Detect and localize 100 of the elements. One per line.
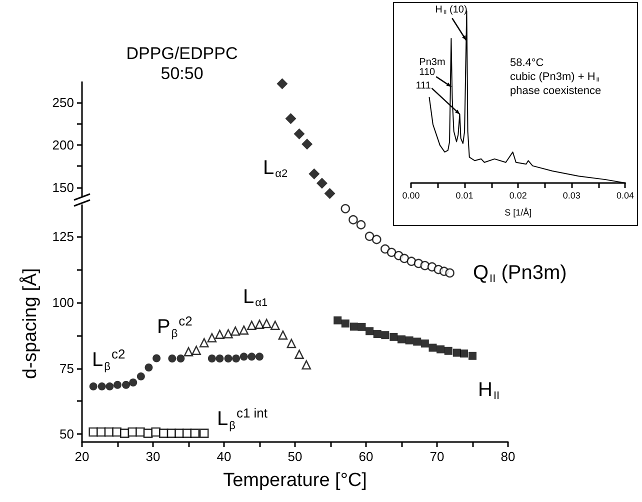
x-tick-label: 30 <box>146 449 160 464</box>
point <box>340 204 350 214</box>
point <box>390 332 398 341</box>
point <box>207 333 217 342</box>
point <box>89 382 98 390</box>
point <box>224 329 233 338</box>
y-tick-label: 75 <box>60 360 74 376</box>
point <box>341 320 350 328</box>
x-axis-title: S [1/Å] <box>504 208 532 218</box>
point <box>224 354 232 363</box>
point <box>114 380 122 389</box>
point <box>286 338 296 348</box>
point <box>152 354 161 362</box>
point <box>302 138 313 150</box>
point <box>294 128 305 140</box>
point <box>302 360 312 370</box>
x-tick-label: 40 <box>216 449 232 464</box>
y-tick-label: 250 <box>52 94 74 110</box>
y-axis-title: d-spacing [Å] <box>19 268 41 379</box>
y-tick-label: 100 <box>52 294 74 310</box>
point <box>358 322 366 331</box>
point <box>262 318 272 328</box>
point <box>136 372 145 380</box>
point <box>308 168 320 180</box>
point <box>232 354 240 363</box>
point <box>436 345 445 354</box>
x-tick-label: 60 <box>358 449 374 464</box>
x-tick-label: 0.00 <box>402 190 420 200</box>
point <box>199 338 209 348</box>
point <box>405 336 414 344</box>
point <box>364 232 374 241</box>
x-tick-label: 20 <box>74 449 90 464</box>
annotation: 111 <box>416 80 432 92</box>
point <box>208 354 216 363</box>
x-axis-title: Temperature [°C] <box>223 470 367 491</box>
point <box>129 378 138 386</box>
point <box>460 350 468 358</box>
point <box>373 330 382 338</box>
point <box>168 354 176 363</box>
point <box>285 113 296 124</box>
point <box>230 326 240 336</box>
annotation: phase coexistence <box>510 85 602 97</box>
point <box>98 382 106 390</box>
x-tick-label: 0.04 <box>616 190 634 200</box>
point <box>276 78 288 90</box>
point <box>184 347 194 356</box>
point <box>256 352 264 361</box>
point <box>381 331 390 340</box>
point <box>120 428 130 438</box>
point <box>248 352 256 361</box>
point <box>413 338 422 346</box>
point <box>190 428 200 438</box>
point <box>294 350 304 359</box>
point <box>270 320 280 330</box>
point <box>215 330 224 339</box>
x-tick-label: 0.01 <box>456 190 474 200</box>
point <box>406 256 416 266</box>
point <box>144 363 153 372</box>
point <box>372 234 382 244</box>
point <box>199 428 209 438</box>
y-tick-label: 125 <box>52 229 74 244</box>
point <box>386 248 396 258</box>
point <box>420 340 429 348</box>
annotation: 58.4°C <box>510 57 544 69</box>
point <box>398 335 406 344</box>
point <box>176 354 185 363</box>
x-tick-label: 70 <box>430 449 444 464</box>
point <box>122 380 130 389</box>
x-tick-label: 80 <box>500 449 516 464</box>
x-tick-label: 0.03 <box>562 190 580 200</box>
point <box>159 428 168 438</box>
point <box>239 325 249 335</box>
point <box>356 220 366 230</box>
point <box>350 322 358 331</box>
point <box>348 215 358 224</box>
y-tick-label: 150 <box>52 180 74 195</box>
point <box>428 344 437 352</box>
annotation: Pn3m 110 <box>419 57 446 78</box>
point <box>254 320 264 329</box>
chart-subtitle: 50:50 <box>160 64 204 83</box>
point <box>174 428 184 438</box>
x-tick-label: 0.02 <box>509 190 527 200</box>
point <box>400 254 409 264</box>
point <box>444 346 452 355</box>
point <box>278 330 288 340</box>
point <box>324 188 336 199</box>
y-tick-label: 200 <box>52 137 74 152</box>
point <box>468 352 476 360</box>
point <box>316 178 328 189</box>
point <box>334 316 342 324</box>
chart-title: DPPG/EDPPC <box>126 44 238 63</box>
point <box>216 354 224 363</box>
y-tick-label: 50 <box>60 426 74 442</box>
point <box>192 346 201 356</box>
point <box>445 268 454 278</box>
point <box>366 327 374 336</box>
x-tick-label: 50 <box>288 449 302 464</box>
point <box>106 382 114 390</box>
point <box>240 352 248 361</box>
point <box>247 320 256 330</box>
